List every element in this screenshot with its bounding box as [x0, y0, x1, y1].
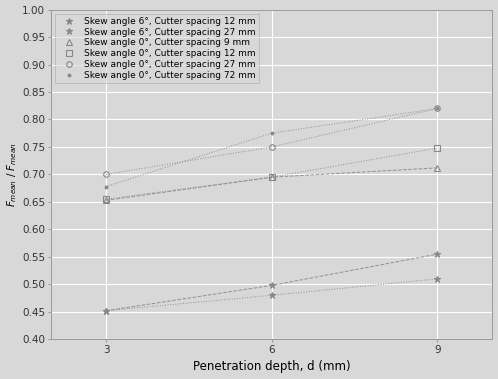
- Skew angle 6°, Cutter spacing 12 mm: [434, 252, 440, 257]
- Line: Skew angle 6°, Cutter spacing 12 mm: Skew angle 6°, Cutter spacing 12 mm: [103, 251, 441, 314]
- Skew angle 6°, Cutter spacing 12 mm: [103, 309, 109, 313]
- Skew angle 0°, Cutter spacing 72 mm: [268, 131, 274, 136]
- Line: Skew angle 0°, Cutter spacing 12 mm: Skew angle 0°, Cutter spacing 12 mm: [103, 145, 440, 202]
- Line: Skew angle 0°, Cutter spacing 72 mm: Skew angle 0°, Cutter spacing 72 mm: [103, 106, 440, 190]
- Line: Skew angle 0°, Cutter spacing 9 mm: Skew angle 0°, Cutter spacing 9 mm: [103, 164, 441, 204]
- Line: Skew angle 6°, Cutter spacing 27 mm: Skew angle 6°, Cutter spacing 27 mm: [103, 276, 441, 314]
- Skew angle 0°, Cutter spacing 27 mm: [103, 172, 109, 177]
- Skew angle 0°, Cutter spacing 9 mm: [434, 166, 440, 170]
- Skew angle 6°, Cutter spacing 27 mm: [103, 309, 109, 313]
- Skew angle 0°, Cutter spacing 9 mm: [268, 175, 274, 180]
- Skew angle 0°, Cutter spacing 72 mm: [103, 184, 109, 189]
- X-axis label: Penetration depth, d (mm): Penetration depth, d (mm): [193, 360, 351, 373]
- Skew angle 0°, Cutter spacing 12 mm: [268, 175, 274, 180]
- Y-axis label: $F_{mean}$ / $F_{mean}$: $F_{mean}$ / $F_{mean}$: [5, 142, 19, 207]
- Skew angle 6°, Cutter spacing 12 mm: [268, 283, 274, 288]
- Skew angle 6°, Cutter spacing 27 mm: [434, 277, 440, 281]
- Skew angle 0°, Cutter spacing 12 mm: [434, 146, 440, 150]
- Skew angle 0°, Cutter spacing 12 mm: [103, 197, 109, 202]
- Legend: Skew angle 6°, Cutter spacing 12 mm, Skew angle 6°, Cutter spacing 27 mm, Skew a: Skew angle 6°, Cutter spacing 12 mm, Ske…: [55, 14, 258, 83]
- Line: Skew angle 0°, Cutter spacing 27 mm: Skew angle 0°, Cutter spacing 27 mm: [103, 106, 440, 177]
- Skew angle 6°, Cutter spacing 27 mm: [268, 293, 274, 298]
- Skew angle 0°, Cutter spacing 27 mm: [268, 145, 274, 149]
- Skew angle 0°, Cutter spacing 72 mm: [434, 106, 440, 111]
- Skew angle 0°, Cutter spacing 27 mm: [434, 106, 440, 111]
- Skew angle 0°, Cutter spacing 9 mm: [103, 198, 109, 202]
